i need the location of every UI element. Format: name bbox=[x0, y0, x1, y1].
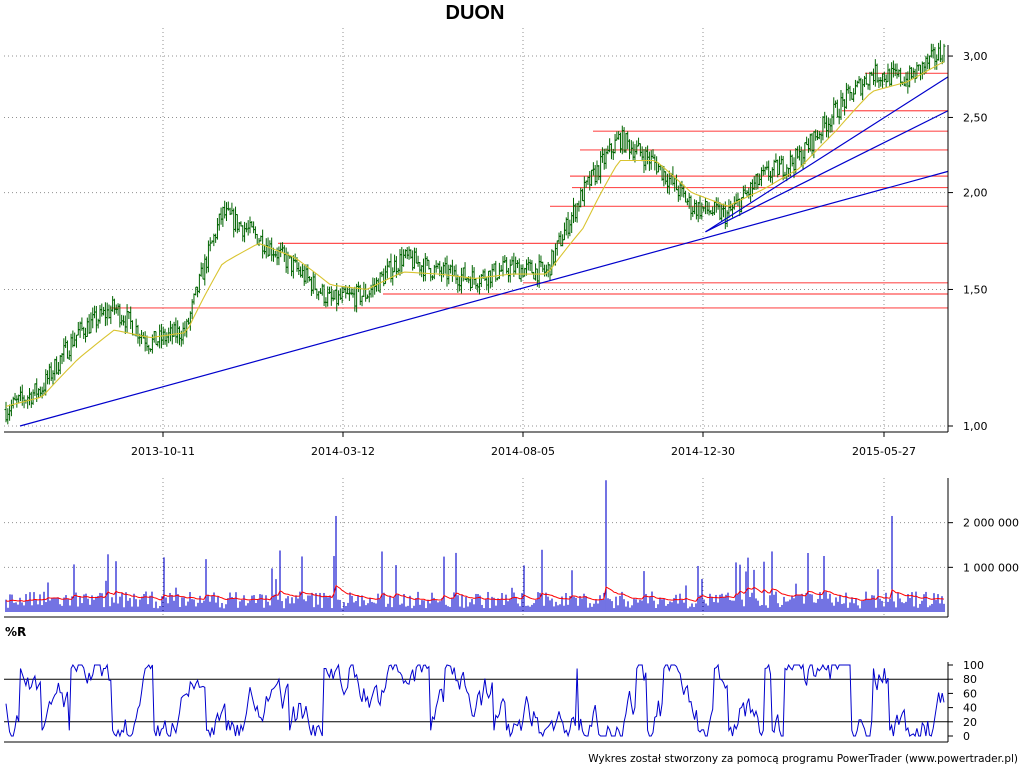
price-xtick-label: 2013-10-11 bbox=[131, 445, 195, 458]
volume-ytick-label: 1 000 000 bbox=[963, 561, 1019, 574]
price-ytick-label: 2,00 bbox=[963, 187, 988, 200]
price-xtick-label: 2014-03-12 bbox=[311, 445, 375, 458]
price-xtick-label: 2014-08-05 bbox=[491, 445, 555, 458]
price-moving-average bbox=[5, 61, 945, 407]
price-ytick-label: 2,50 bbox=[963, 111, 988, 124]
volume-bars bbox=[5, 480, 945, 612]
price-ytick-label: 1,50 bbox=[963, 283, 988, 296]
volume-y-ticks: 2 000 000 1 000 000 bbox=[948, 517, 1019, 574]
price-grid bbox=[4, 28, 948, 432]
price-trend-line bbox=[19, 170, 949, 427]
price-ytick-label: 3,00 bbox=[963, 50, 988, 63]
wr-line bbox=[5, 663, 945, 738]
chart-title: DUON bbox=[446, 2, 505, 24]
volume-moving-average bbox=[5, 584, 945, 602]
wr-ytick-label: 0 bbox=[963, 730, 970, 743]
price-ytick-label: 1,00 bbox=[963, 420, 988, 433]
price-xtick-label: 2015-05-27 bbox=[852, 445, 916, 458]
volume-panel: 2 000 000 1 000 000 bbox=[4, 478, 1019, 618]
price-candles bbox=[4, 40, 946, 425]
price-panel: 3,00 2,50 2,00 1,50 1,00 2013-10-11 2014-03-1… bbox=[4, 28, 988, 458]
wr-ytick-label: 60 bbox=[963, 687, 977, 700]
price-y-ticks: 3,00 2,50 2,00 1,50 1,00 bbox=[948, 50, 988, 433]
wr-ytick-label: 40 bbox=[963, 702, 977, 715]
price-x-ticks: 2013-10-11 2014-03-12 2014-08-05 2014-12-30… bbox=[131, 432, 916, 458]
price-trend-line bbox=[705, 110, 949, 233]
wr-ytick-label: 80 bbox=[963, 673, 977, 686]
price-levels bbox=[110, 72, 948, 309]
wr-ytick-label: 100 bbox=[963, 659, 984, 672]
price-trend-line bbox=[705, 76, 949, 233]
volume-grid bbox=[4, 478, 948, 617]
footer-credit: Wykres został stworzony za pomocą progra… bbox=[588, 753, 1018, 765]
price-xtick-label: 2014-12-30 bbox=[671, 445, 735, 458]
wr-reference-lines bbox=[4, 678, 948, 723]
wr-ytick-label: 20 bbox=[963, 716, 977, 729]
wr-panel-label: %R bbox=[5, 625, 26, 639]
volume-ytick-label: 2 000 000 bbox=[963, 517, 1019, 530]
price-trend-lines bbox=[19, 76, 949, 427]
